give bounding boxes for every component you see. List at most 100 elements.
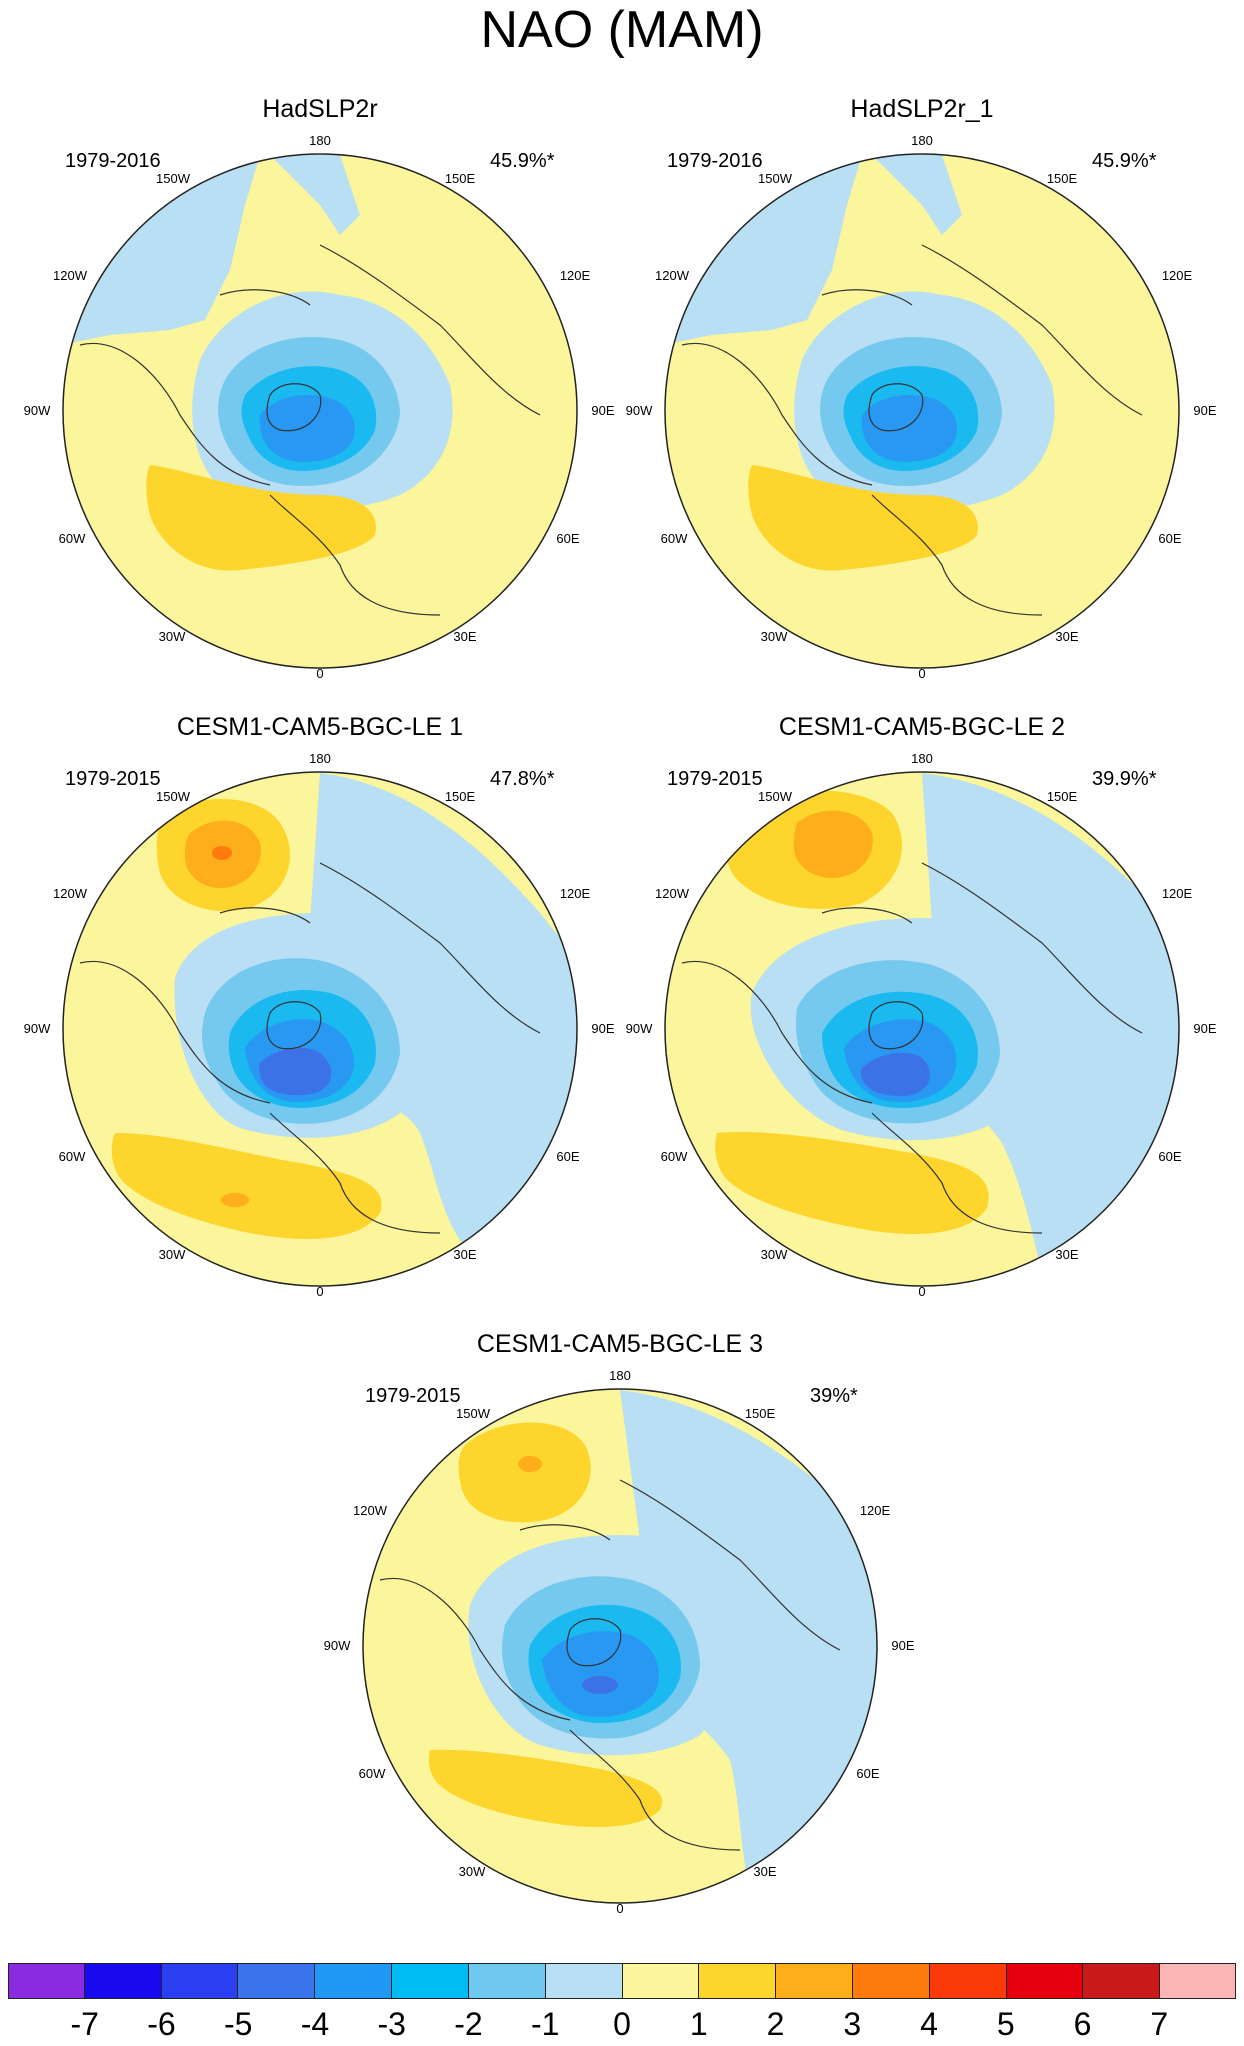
lon-label: 150W bbox=[758, 789, 793, 804]
map-panel-5: CESM1-CAM5-BGC-LE 3 1979-2015 39%* bbox=[320, 1330, 920, 1930]
lon-label: 30E bbox=[453, 1247, 476, 1262]
polar-map: 180 150E 120E 90E 60E 30E 0 30W 60W 90W … bbox=[626, 133, 1217, 681]
lon-label: 150W bbox=[758, 171, 793, 186]
panel-variance: 47.8%* bbox=[490, 768, 555, 790]
field-negative-4 bbox=[259, 395, 355, 462]
lon-label: 150E bbox=[445, 171, 476, 186]
colorbar-swatch bbox=[84, 1963, 162, 1999]
panel-years: 1979-2016 bbox=[65, 150, 161, 172]
lon-label: 180 bbox=[911, 133, 933, 148]
panel-years: 1979-2015 bbox=[667, 768, 763, 790]
colorbar-swatch bbox=[161, 1963, 239, 1999]
lon-label: 90E bbox=[1193, 403, 1216, 418]
panel-variance: 45.9%* bbox=[1092, 150, 1157, 172]
longitude-labels: 180 150E 120E 90E 60E 30E 0 30W 60W 90W … bbox=[626, 133, 1217, 681]
lon-label: 120W bbox=[655, 886, 690, 901]
lon-label: 30E bbox=[1055, 629, 1078, 644]
colorbar-swatch bbox=[315, 1963, 393, 1999]
field-negative-4 bbox=[861, 395, 957, 462]
lon-label: 60W bbox=[59, 1149, 86, 1164]
colorbar-swatch bbox=[8, 1963, 85, 1999]
lon-label: 120E bbox=[1162, 886, 1193, 901]
map-boundary bbox=[664, 771, 1180, 1287]
field-negative-1-east bbox=[300, 773, 577, 1273]
field-negative-1-east bbox=[620, 1390, 877, 1890]
lon-label: 120E bbox=[560, 268, 591, 283]
colorbar-swatch bbox=[1006, 1963, 1084, 1999]
map-panel-3: CESM1-CAM5-BGC-LE 1 1979-2015 47.8%* bbox=[20, 713, 620, 1313]
map-panel-4: CESM1-CAM5-BGC-LE 2 1979-2015 39.9%* bbox=[622, 713, 1222, 1313]
map-boundary bbox=[62, 153, 578, 669]
longitude-labels: 180 150E 120E 90E 60E 30E 0 30W 60W 90W … bbox=[324, 1368, 915, 1916]
field-negative-1-east bbox=[922, 773, 1179, 1273]
field-negative-1-north bbox=[872, 155, 962, 235]
panel-title: HadSLP2r_1 bbox=[850, 95, 994, 123]
field-negative-5 bbox=[860, 1052, 930, 1097]
colorbar-swatch bbox=[776, 1963, 853, 1999]
panel-variance: 39.9%* bbox=[1092, 768, 1157, 790]
lon-label: 150W bbox=[156, 789, 191, 804]
colorbar-swatch bbox=[622, 1963, 700, 1999]
longitude-labels: 180 150E 120E 90E 60E 30E 0 30W 60W 90W … bbox=[24, 133, 615, 681]
lon-label: 30E bbox=[453, 629, 476, 644]
coastlines bbox=[79, 244, 541, 616]
panel-variance: 45.9%* bbox=[490, 150, 555, 172]
lon-label: 0 bbox=[616, 1901, 623, 1916]
field-positive-1-atlantic bbox=[111, 1133, 382, 1239]
lon-label: 120W bbox=[353, 1503, 388, 1518]
lon-label: 30E bbox=[1055, 1247, 1078, 1262]
map-panel-2: HadSLP2r_1 1979-2016 45.9%* 180 150E bbox=[622, 95, 1222, 695]
field-negative-1-north bbox=[270, 155, 360, 235]
lon-label: 0 bbox=[316, 1284, 323, 1299]
lon-label: 120W bbox=[53, 268, 88, 283]
panel-title: HadSLP2r bbox=[262, 95, 378, 123]
field-negative-4 bbox=[542, 1631, 659, 1717]
colorbar-tick-label: 5 bbox=[996, 2006, 1015, 2042]
lon-label: 150E bbox=[745, 1406, 776, 1421]
colorbar-labels: -7 -6 -5 -4 -3 -2 -1 0 1 2 3 4 5 6 7 bbox=[0, 2006, 1244, 2046]
colorbar-tick-label: 1 bbox=[689, 2006, 708, 2042]
lon-label: 60E bbox=[856, 1766, 879, 1781]
lon-label: 60E bbox=[556, 1149, 579, 1164]
longitude-labels: 180 150E 120E 90E 60E 30E 0 30W 60W 90W … bbox=[626, 751, 1217, 1299]
colorbar-swatch bbox=[238, 1963, 316, 1999]
polar-map: 180 150E 120E 90E 60E 30E 0 30W 60W 90W … bbox=[24, 751, 615, 1299]
lon-label: 60W bbox=[661, 1149, 688, 1164]
lon-label: 180 bbox=[609, 1368, 631, 1383]
lon-label: 120W bbox=[53, 886, 88, 901]
field-positive-1-pacific bbox=[458, 1422, 591, 1523]
lon-label: 90W bbox=[24, 403, 51, 418]
lon-label: 120E bbox=[1162, 268, 1193, 283]
lon-label: 150E bbox=[1047, 171, 1078, 186]
lon-label: 30W bbox=[459, 1864, 486, 1879]
lon-label: 120W bbox=[655, 268, 690, 283]
lon-label: 180 bbox=[309, 133, 331, 148]
colorbar-tick-label: -6 bbox=[147, 2006, 176, 2042]
colorbar-tick-label: -2 bbox=[454, 2006, 483, 2042]
lon-label: 150E bbox=[1047, 789, 1078, 804]
field-negative-5 bbox=[582, 1676, 618, 1694]
lon-label: 60W bbox=[59, 531, 86, 546]
panel-years: 1979-2015 bbox=[365, 1385, 461, 1407]
polar-map: 180 150E 120E 90E 60E 30E 0 30W 60W 90W … bbox=[324, 1368, 915, 1916]
colorbar-tick-label: 3 bbox=[843, 2006, 862, 2042]
lon-label: 90W bbox=[626, 1021, 653, 1036]
lon-label: 120E bbox=[560, 886, 591, 901]
colorbar bbox=[8, 1963, 1236, 1999]
field-positive-2-pacific bbox=[794, 810, 873, 878]
lon-label: 90W bbox=[626, 403, 653, 418]
colorbar-tick-label: 2 bbox=[766, 2006, 785, 2042]
panel-title: CESM1-CAM5-BGC-LE 3 bbox=[476, 1330, 764, 1358]
colorbar-swatch bbox=[545, 1963, 623, 1999]
field-positive-1 bbox=[748, 465, 978, 571]
lon-label: 60E bbox=[1158, 1149, 1181, 1164]
field-negative-5 bbox=[259, 1047, 332, 1096]
coastlines bbox=[79, 862, 541, 1234]
lon-label: 0 bbox=[316, 666, 323, 681]
coastlines bbox=[681, 862, 1143, 1234]
field-positive-2-pacific bbox=[518, 1456, 542, 1472]
colorbar-tick-label: 6 bbox=[1073, 2006, 1092, 2042]
lon-label: 30W bbox=[159, 629, 186, 644]
colorbar-swatch bbox=[699, 1963, 777, 1999]
polar-map: 180 150E 120E 90E 60E 30E 0 30W 60W 90W … bbox=[24, 133, 615, 681]
